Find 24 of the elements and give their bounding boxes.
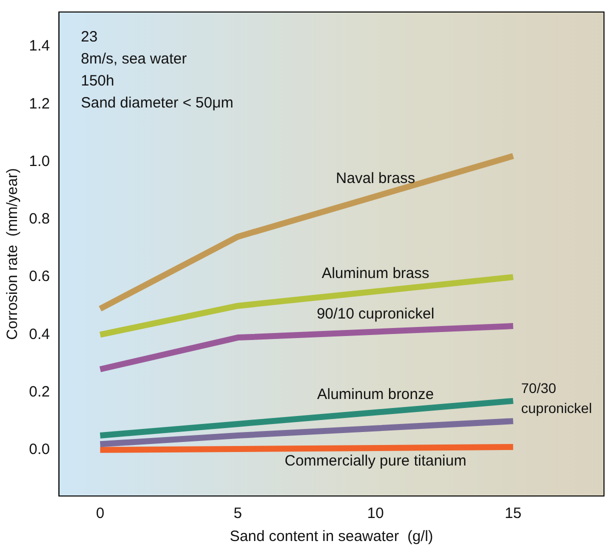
x-tick-label: 5	[234, 505, 242, 522]
y-tick-label: 0.6	[28, 268, 50, 286]
series-label: 90/10 cupronickel	[316, 305, 434, 322]
y-tick-label: 1.2	[28, 95, 50, 112]
y-tick-label: 0.0	[28, 441, 50, 458]
y-tick-label: 0.4	[28, 326, 50, 343]
annotation: 23	[80, 28, 98, 46]
y-axis-title: Corrosion rate (mm/year)	[4, 168, 22, 340]
series-label: 70/30 cupronickel	[521, 380, 592, 416]
series-label: Naval brass	[336, 170, 416, 188]
x-tick-label: 10	[367, 505, 384, 522]
x-axis-title: Sand content in seawater (g/l)	[230, 528, 434, 546]
y-tick-label: 1.4	[28, 38, 50, 55]
y-tick-label: 0.2	[28, 383, 50, 400]
series-label: Aluminum bronze	[317, 386, 434, 404]
series-label: Aluminum brass	[322, 265, 430, 282]
annotation: 8m/s, sea water	[80, 50, 187, 68]
x-tick-label: 15	[504, 505, 522, 522]
y-tick-label: 0.8	[28, 210, 50, 228]
y-tick-label: 1.0	[28, 152, 50, 170]
series-label: Commercially pure titanium	[284, 452, 466, 470]
x-tick-label: 0	[96, 505, 104, 522]
annotation: 150h	[80, 72, 114, 90]
annotation: Sand diameter < 50μm	[80, 94, 234, 112]
